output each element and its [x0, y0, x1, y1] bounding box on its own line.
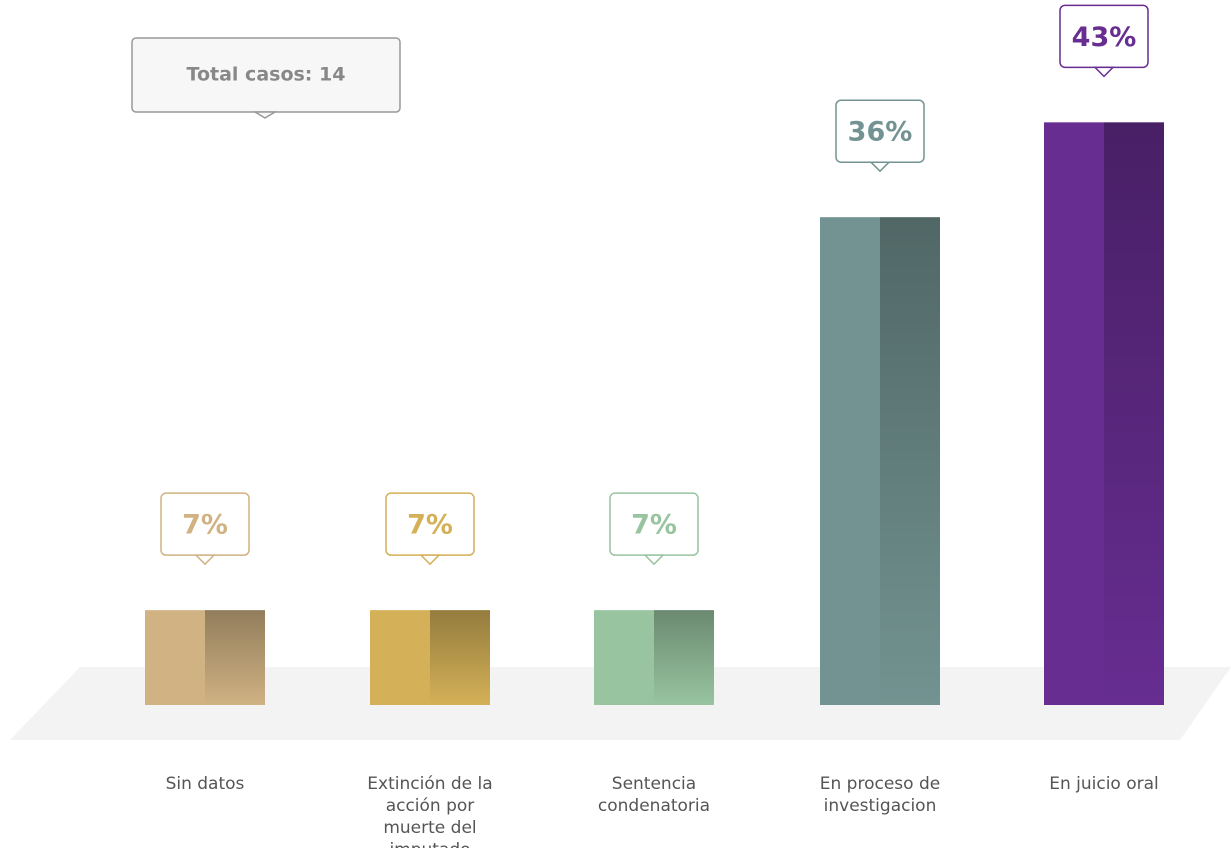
category-label: Extinción de la acción por muerte del im… [367, 774, 493, 848]
value-label: 43% [1072, 22, 1137, 53]
callout-pointer [194, 554, 216, 566]
value-label: 7% [182, 510, 228, 541]
bar-shade [880, 217, 940, 705]
bar-shade [205, 610, 265, 705]
value-label: 7% [631, 510, 677, 541]
category-label: Sentencia condenatoria [597, 774, 711, 816]
bar-shade [654, 610, 714, 705]
callout-pointer [643, 554, 665, 566]
callout-pointer [1093, 66, 1115, 78]
bar-shade [1104, 122, 1164, 706]
category-label: En proceso de investigacion [819, 774, 941, 816]
total-cases: Total casos: 14 [187, 64, 346, 86]
callout-pointer [869, 161, 891, 173]
value-label: 36% [848, 117, 913, 148]
category-label: En juicio oral [1049, 774, 1159, 794]
total-pointer [252, 111, 278, 119]
bar-shade [430, 610, 490, 705]
category-label: Sin datos [165, 774, 245, 794]
callout-pointer [419, 554, 441, 566]
value-label: 7% [407, 510, 453, 541]
